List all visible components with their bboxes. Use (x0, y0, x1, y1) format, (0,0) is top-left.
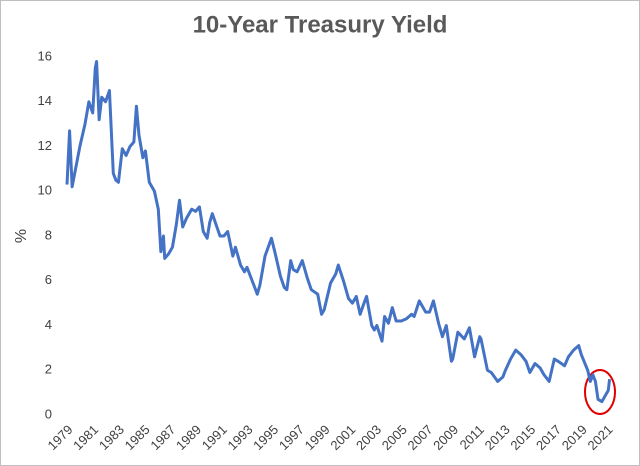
y-tick-label: 10 (38, 183, 52, 198)
y-tick-label: 14 (38, 93, 52, 108)
y-tick-label: 16 (38, 48, 52, 63)
data-line (65, 59, 612, 404)
y-tick-label: 6 (45, 272, 52, 287)
y-tick-label: 8 (45, 227, 52, 242)
y-tick-label: 2 (45, 362, 52, 377)
y-tick-label: 0 (45, 406, 52, 421)
highlight-circle (584, 369, 616, 415)
y-tick-label: 12 (38, 138, 52, 153)
chart-title: 10-Year Treasury Yield (193, 11, 448, 38)
y-axis-label: % (13, 229, 30, 243)
y-tick-label: 4 (45, 317, 52, 332)
